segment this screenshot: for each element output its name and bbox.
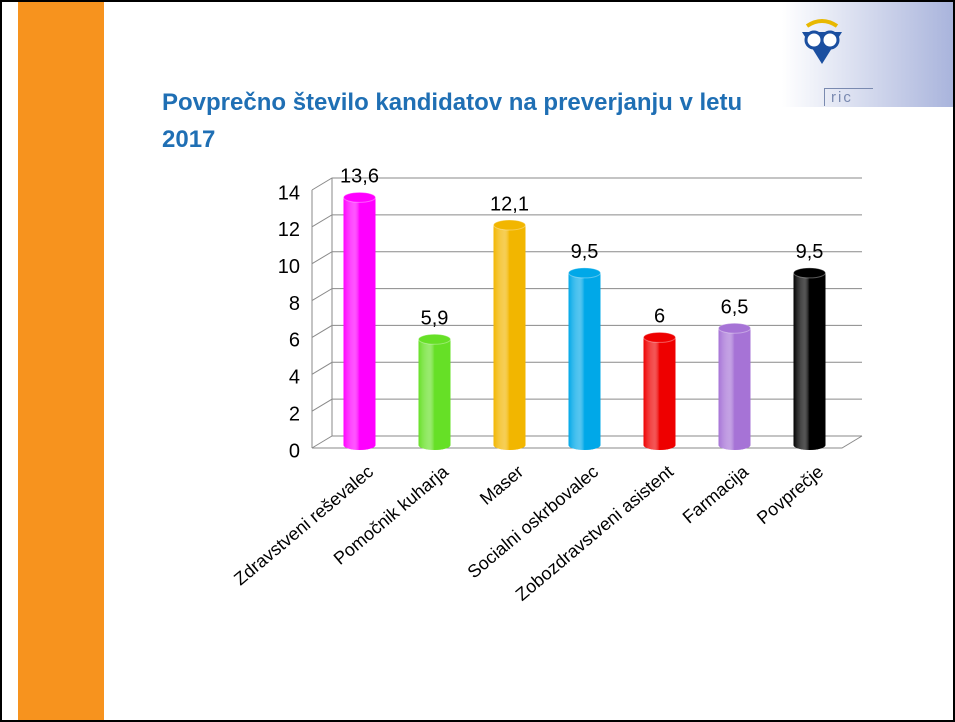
value-label: 6 [654,306,665,328]
bar-top [718,322,751,334]
value-label: 5,9 [421,308,449,330]
bar-shade [493,225,526,450]
bar [418,333,451,450]
floor [312,435,863,449]
x-tick-label: Povprečje [753,461,827,528]
y-tick-label: 10 [278,256,300,278]
y-tick-label: 2 [289,403,300,425]
x-tick-label: Socialni oskrbovalec [464,461,603,582]
bar-top [568,267,601,279]
bar-top [793,267,826,279]
x-tick-label: Farmacija [679,461,753,528]
bar-top [493,219,526,231]
side-strip [18,2,104,720]
bar-top [643,331,676,343]
y-tick-label: 4 [289,367,300,389]
y-tick-label: 6 [289,330,300,352]
value-label: 12,1 [490,193,529,215]
y-tick-label: 0 [289,440,300,462]
bar [643,331,676,450]
grid-line [311,177,862,191]
value-label: 9,5 [571,241,599,263]
bar [793,267,826,450]
bar-shade [568,272,601,450]
bar-shade [793,272,826,450]
y-tick-label: 12 [278,219,300,241]
chart-title: Povprečno število kandidatov na preverja… [162,89,743,153]
logo [802,19,842,64]
bar [718,322,751,450]
bar-top [343,191,376,203]
value-label: 13,6 [340,166,379,188]
header-band [782,2,953,107]
y-tick-label: 14 [278,182,300,204]
bar [493,219,526,450]
y-tick-label: 8 [289,293,300,315]
bar-shade [418,339,451,450]
x-tick-label: Zdravstveni reševalec [230,461,377,589]
value-label: 9,5 [796,241,824,263]
value-label: 6,5 [721,296,749,318]
grid-line [311,214,862,228]
x-tick-label: Maser [476,461,527,508]
bar [568,267,601,450]
bar [343,191,376,450]
bar-shade [343,197,376,450]
logo-text: ric [824,88,873,106]
bar-top [418,333,451,345]
bar-shade [643,337,676,450]
bar-shade [718,328,751,450]
